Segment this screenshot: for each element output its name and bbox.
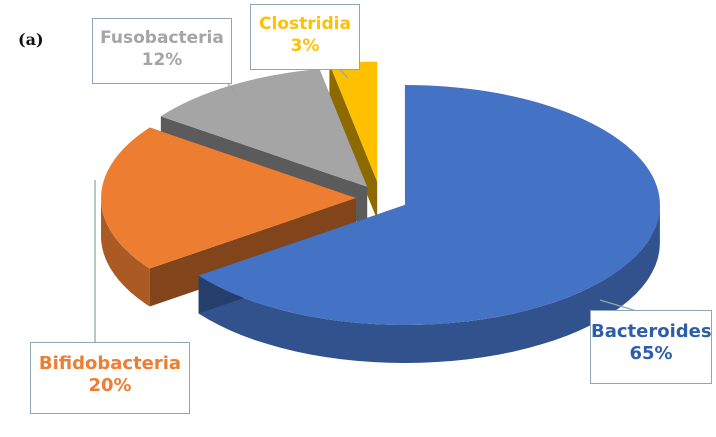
data-label-fusobacteria: Fusobacteria 12%	[92, 18, 232, 84]
slice-bifidobacteria	[101, 127, 357, 269]
slice-wall-clostridia-0	[329, 63, 378, 220]
slice-clostridia	[329, 61, 378, 182]
series-label: Fusobacteria	[100, 28, 224, 48]
slice-side-bifidobacteria	[101, 198, 150, 307]
series-label: Bacteroides	[591, 321, 712, 342]
data-label-bifidobacteria: Bifidobacteria 20%	[30, 342, 190, 414]
value-label: 3%	[290, 36, 320, 56]
value-label: 20%	[88, 375, 132, 396]
panel-label: (a)	[18, 30, 44, 49]
series-label: Clostridia	[259, 14, 351, 34]
slice-bacteroides	[198, 84, 660, 325]
leader-line-fusobacteria	[227, 83, 239, 97]
data-label-clostridia: Clostridia 3%	[250, 4, 360, 70]
data-label-bacteroides: Bacteroides 65%	[590, 310, 712, 384]
series-label: Bifidobacteria	[38, 353, 182, 374]
value-label: 65%	[629, 343, 673, 364]
leader-line-clostridia	[339, 69, 349, 79]
slice-side-bacteroides	[198, 205, 660, 363]
value-label: 12%	[141, 50, 183, 70]
slice-fusobacteria	[160, 69, 368, 187]
